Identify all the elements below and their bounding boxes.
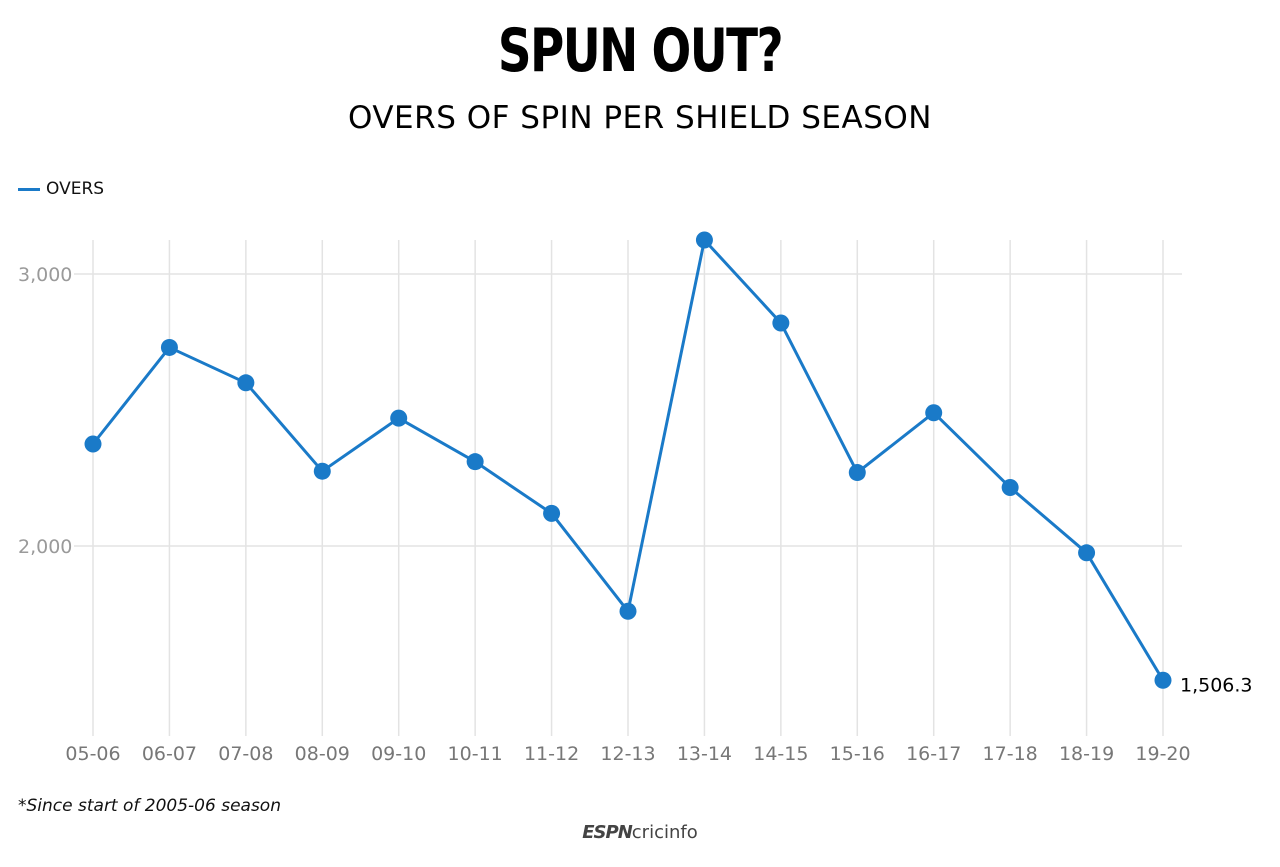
logo-espn: ESPN xyxy=(582,822,633,843)
y-tick-label: 3,000 xyxy=(18,264,72,286)
series-overs: 1,506.3 xyxy=(84,231,1253,696)
y-axis: 2,000 3,000 xyxy=(18,264,72,558)
x-tick-label: 16-17 xyxy=(906,743,961,765)
legend: OVERS xyxy=(18,179,104,199)
x-tick-label: 06-07 xyxy=(142,743,197,765)
x-tick-label: 18-19 xyxy=(1059,743,1114,765)
grid xyxy=(74,240,1182,736)
x-tick-label: 17-18 xyxy=(983,743,1038,765)
x-axis: 05-06 06-07 07-08 08-09 09-10 10-11 11-12 12-13… xyxy=(65,743,1190,765)
x-tick-label: 19-20 xyxy=(1135,743,1190,765)
logo-cricinfo: cricinfo xyxy=(631,822,698,843)
data-point xyxy=(695,231,713,249)
x-tick-label: 05-06 xyxy=(65,743,120,765)
legend-label: OVERS xyxy=(46,179,105,199)
data-point xyxy=(313,462,331,480)
data-point xyxy=(543,504,561,522)
data-point xyxy=(160,338,178,356)
data-point xyxy=(1154,671,1172,689)
x-tick-label: 08-09 xyxy=(295,743,350,765)
data-point xyxy=(772,314,790,332)
x-tick-label: 14-15 xyxy=(753,743,808,765)
chart-title: SPUN OUT? xyxy=(497,16,784,86)
data-point xyxy=(390,409,408,427)
x-tick-label: 07-08 xyxy=(218,743,273,765)
y-tick-label: 2,000 xyxy=(18,536,72,558)
chart-subtitle: OVERS OF SPIN PER SHIELD SEASON xyxy=(348,100,932,136)
x-tick-label: 15-16 xyxy=(830,743,885,765)
data-label-last: 1,506.3 xyxy=(1180,674,1253,696)
data-point xyxy=(237,374,255,392)
data-point xyxy=(925,404,943,422)
x-tick-label: 13-14 xyxy=(677,743,732,765)
data-point xyxy=(84,435,102,453)
data-point xyxy=(466,453,484,471)
x-tick-label: 09-10 xyxy=(371,743,426,765)
data-point xyxy=(848,464,866,482)
data-point xyxy=(619,602,637,620)
footnote: *Since start of 2005-06 season xyxy=(18,796,281,816)
x-tick-label: 12-13 xyxy=(600,743,655,765)
x-tick-label: 11-12 xyxy=(524,743,579,765)
data-point xyxy=(1001,479,1019,497)
espncricinfo-logo: ESPNcricinfo xyxy=(0,822,1280,843)
legend-swatch xyxy=(18,187,40,191)
x-tick-label: 10-11 xyxy=(448,743,503,765)
data-point xyxy=(1078,544,1096,562)
